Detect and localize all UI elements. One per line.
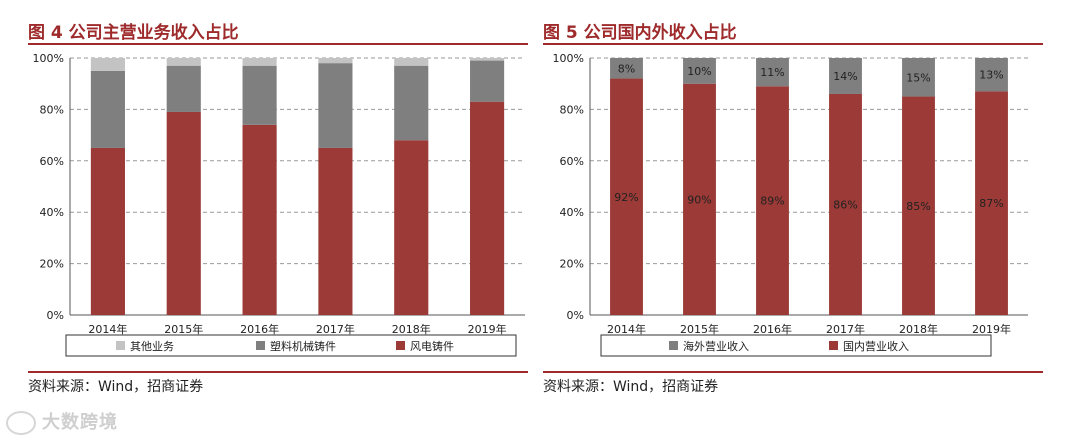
y-tick-label: 0% bbox=[47, 309, 64, 322]
x-tick-label: 2019年 bbox=[468, 322, 507, 336]
legend-label: 国内营业收入 bbox=[843, 339, 909, 353]
bar-segment bbox=[470, 60, 505, 102]
x-tick-label: 2017年 bbox=[826, 322, 865, 336]
legend-swatch bbox=[396, 341, 405, 350]
legend-box bbox=[65, 334, 517, 357]
y-tick-label: 40% bbox=[560, 206, 584, 219]
bar-segment bbox=[166, 65, 201, 112]
bar-segment bbox=[90, 58, 125, 71]
x-tick-label: 2018年 bbox=[392, 322, 431, 336]
data-label: 11% bbox=[760, 66, 784, 79]
x-tick-label: 2016年 bbox=[240, 322, 279, 336]
bar-segment bbox=[166, 111, 201, 315]
data-label: 86% bbox=[833, 198, 857, 211]
data-label: 13% bbox=[979, 69, 1003, 82]
x-tick-label: 2015年 bbox=[164, 322, 203, 336]
x-tick-label: 2014年 bbox=[607, 322, 646, 336]
bar-segment bbox=[829, 93, 862, 315]
stacked-bar-chart-domestic-overseas: 0% 20% 40% 60% 80% 100% 92% 8% 2014年 90% 10% 2015年 8… bbox=[553, 52, 1028, 357]
stacked-bar-chart-main-business: 0% 20% 40% 60% 80% 100% 2014年 2015年 2016年 2017年 20… bbox=[33, 52, 525, 357]
data-label: 10% bbox=[687, 65, 711, 78]
title-rule bbox=[28, 43, 528, 45]
bar-segment bbox=[610, 58, 643, 79]
bar-segment bbox=[470, 101, 505, 315]
watermark: 大数跨境 bbox=[6, 408, 118, 435]
bottom-rule bbox=[28, 371, 528, 373]
x-tick-label: 2014年 bbox=[88, 322, 127, 336]
x-tick-label: 2017年 bbox=[316, 322, 355, 336]
y-tick-label: 60% bbox=[560, 155, 584, 168]
y-tick-label: 100% bbox=[553, 52, 584, 65]
bar-segment bbox=[683, 83, 716, 315]
data-label: 8% bbox=[618, 62, 635, 75]
y-tick-label: 80% bbox=[40, 103, 64, 116]
legend-swatch bbox=[669, 341, 678, 350]
data-label: 89% bbox=[760, 195, 784, 208]
x-tick-label: 2019年 bbox=[972, 322, 1011, 336]
y-tick-label: 20% bbox=[40, 258, 64, 271]
chart-panel-domestic-overseas: 图 5 公司国内外收入占比 0% 20% 40% 60% 80% 100% 92% 8% 201… bbox=[543, 0, 1043, 441]
legend-box bbox=[600, 334, 992, 357]
source-note: 资料来源：Wind，招商证券 bbox=[543, 379, 719, 395]
y-tick-label: 40% bbox=[40, 206, 64, 219]
bar-segment bbox=[756, 86, 789, 315]
source-note: 资料来源：Wind，招商证券 bbox=[28, 379, 204, 395]
x-tick-label: 2015年 bbox=[680, 322, 719, 336]
bottom-rule bbox=[543, 371, 1043, 373]
bar-segment bbox=[683, 58, 716, 84]
data-label: 15% bbox=[906, 71, 930, 84]
legend-label: 塑料机械铸件 bbox=[270, 339, 336, 353]
legend-swatch bbox=[116, 341, 125, 350]
bar-segment bbox=[470, 58, 505, 61]
bar-segment bbox=[610, 78, 643, 315]
y-tick-label: 60% bbox=[40, 155, 64, 168]
x-tick-label: 2016年 bbox=[753, 322, 792, 336]
y-tick-label: 20% bbox=[560, 258, 584, 271]
data-label: 14% bbox=[833, 70, 857, 83]
bar-segment bbox=[394, 58, 429, 66]
title-rule bbox=[543, 43, 1043, 45]
y-tick-label: 100% bbox=[33, 52, 64, 65]
legend-swatch bbox=[256, 341, 265, 350]
x-tick-label: 2018年 bbox=[899, 322, 938, 336]
legend-label: 风电铸件 bbox=[410, 339, 454, 353]
data-label: 90% bbox=[687, 193, 711, 206]
bar-segment bbox=[90, 70, 125, 148]
legend-swatch bbox=[829, 341, 838, 350]
bar-segment bbox=[975, 91, 1008, 315]
data-label: 92% bbox=[614, 191, 638, 204]
bar-segment bbox=[90, 147, 125, 315]
watermark-logo-icon bbox=[6, 411, 36, 435]
legend-label: 海外营业收入 bbox=[683, 339, 749, 353]
data-label: 87% bbox=[979, 197, 1003, 210]
figure-title: 图 5 公司国内外收入占比 bbox=[543, 23, 737, 43]
bar-segment bbox=[318, 147, 353, 315]
bar-segment bbox=[318, 58, 353, 64]
watermark-text: 大数跨境 bbox=[42, 412, 118, 433]
bar-segment bbox=[902, 96, 935, 315]
bar-segment bbox=[975, 58, 1008, 92]
bar-segment bbox=[242, 65, 277, 125]
bar-segment bbox=[242, 124, 277, 315]
chart-panel-main-business: 图 4 公司主营业务收入占比 0% 20% 40% 60% 80% 100% 2014年 20… bbox=[28, 0, 528, 441]
legend-label: 其他业务 bbox=[130, 340, 174, 353]
bar-segment bbox=[242, 58, 277, 66]
bar-segment bbox=[902, 58, 935, 97]
bar-segment bbox=[166, 58, 201, 66]
bar-segment bbox=[394, 65, 429, 141]
data-label: 85% bbox=[906, 200, 930, 213]
bar-segment bbox=[756, 58, 789, 87]
bar-segment bbox=[394, 140, 429, 315]
bar-segment bbox=[829, 58, 862, 94]
y-tick-label: 0% bbox=[567, 309, 584, 322]
figure-title: 图 4 公司主营业务收入占比 bbox=[28, 23, 239, 43]
bar-segment bbox=[318, 63, 353, 148]
y-tick-label: 80% bbox=[560, 103, 584, 116]
